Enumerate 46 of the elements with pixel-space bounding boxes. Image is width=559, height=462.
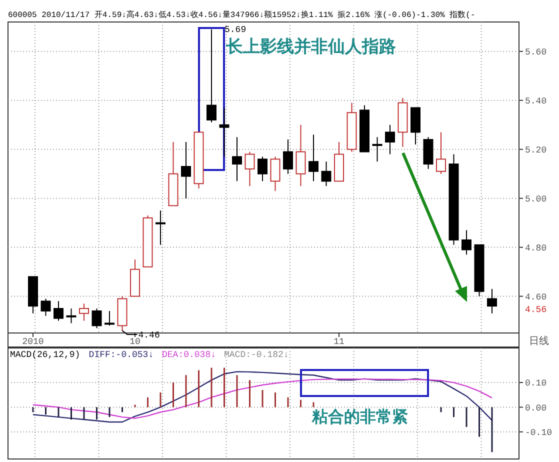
candlestick [232,136,242,182]
line-series [32,371,493,423]
candlestick [54,300,64,322]
x-tick-label: 2010 [22,337,44,347]
candlestick [40,298,51,316]
candlestick [104,310,114,326]
y-tick-label: 5.40 [525,96,547,107]
candlestick [385,124,395,155]
candlestick [181,141,191,199]
candlestick [219,107,230,158]
candlestick [283,139,293,174]
y-tick-label: 4.60 [525,292,547,302]
candlestick [308,134,318,182]
text: 日线 [529,335,549,347]
candlestick [270,156,280,192]
annotation: 长上影线并非仙人指路 [225,37,396,57]
x-tick-label: 10 [130,337,140,347]
candlestick [436,132,446,174]
candlestick [487,288,497,314]
candlestick [321,161,332,187]
annotation: 5.69 [224,25,246,36]
chart-subtitle: 600005 2010/11/17 开4.59↓高4.63↓低4.53↓收4.56↓量347966↓额15952↓换1.11% 振2.16% 涨(-0.06)-1.30% 指数(- [8,10,476,20]
candlestick [206,28,216,123]
candlestick [79,303,89,322]
y-tick-label: -0.10 [525,428,552,438]
candlestick [244,151,255,187]
x-tick-label: 11 [334,337,344,347]
text: DEA:0.038↓ [162,350,216,360]
text: 4.56 [525,305,547,316]
y-tick-label: 0.00 [525,403,547,414]
y-tick-label: 0.10 [525,378,547,389]
y-tick-label: 5.60 [525,48,547,58]
candlestick [296,124,306,187]
y-tick-label: 4.80 [525,243,547,254]
candlestick [156,210,166,246]
candlestick [66,308,76,324]
candlestick [462,230,472,256]
text: DIFF:-0.053↓ [88,350,154,360]
chart-title: MACD(26,12,9) [10,350,80,360]
candlestick [258,156,268,182]
y-tick-label: 5.20 [525,145,547,156]
candlestick [372,136,382,162]
annotation: 粘合的非常紧 [311,407,408,426]
candlestick [92,308,102,329]
y-tick-label: 5.00 [525,194,547,204]
series-label: MACD:-0.182↓ [224,350,289,360]
